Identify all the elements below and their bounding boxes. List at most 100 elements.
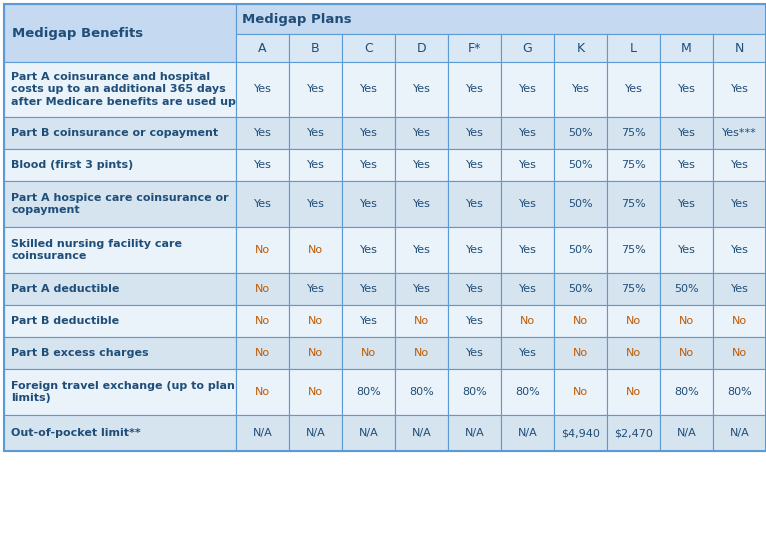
Text: No: No [573,348,588,358]
Bar [395,369,448,415]
Text: Yes: Yes [519,348,536,358]
Bar [713,415,766,451]
Bar [289,305,342,337]
Text: 80%: 80% [462,387,487,397]
Text: Yes: Yes [413,128,430,138]
Bar [713,62,766,117]
Bar [713,181,766,227]
Text: No: No [732,316,747,326]
Text: Yes: Yes [466,284,483,294]
Text: Medigap Plans: Medigap Plans [242,13,352,26]
Bar [236,149,289,181]
Bar [713,227,766,273]
Text: Yes: Yes [254,160,271,170]
Bar [554,227,607,273]
Text: Yes: Yes [413,199,430,209]
Text: Yes: Yes [413,284,430,294]
Text: No: No [255,316,270,326]
Bar [713,149,766,181]
Text: Yes: Yes [519,245,536,255]
Bar [660,117,713,149]
Bar [448,117,501,149]
Bar [660,415,713,451]
Text: Yes: Yes [359,284,378,294]
Bar [236,337,289,369]
Text: No: No [626,387,641,397]
Text: M: M [681,41,692,54]
Bar [4,149,236,181]
Text: 80%: 80% [515,387,540,397]
Text: Part B excess charges: Part B excess charges [11,348,149,358]
Bar [607,305,660,337]
Text: 80%: 80% [727,387,752,397]
Text: Yes: Yes [519,284,536,294]
Bar [448,305,501,337]
Bar [342,415,395,451]
Text: No: No [414,316,429,326]
Text: Yes: Yes [306,284,325,294]
Bar [342,34,395,62]
Bar [289,273,342,305]
Text: 75%: 75% [621,160,646,170]
Bar [289,337,342,369]
Text: A: A [258,41,267,54]
Bar [501,369,554,415]
Text: Yes: Yes [466,316,483,326]
Bar [607,337,660,369]
Text: D: D [417,41,427,54]
Text: Part A hospice care coinsurance or
copayment: Part A hospice care coinsurance or copay… [11,193,228,215]
Bar [501,273,554,305]
Text: No: No [414,348,429,358]
Bar [342,305,395,337]
Bar [236,117,289,149]
Bar [607,117,660,149]
Text: 80%: 80% [674,387,699,397]
Bar [342,181,395,227]
Text: 50%: 50% [568,160,593,170]
Bar [236,227,289,273]
Bar [501,34,554,62]
Bar [713,369,766,415]
Text: Yes: Yes [519,84,536,95]
Text: Part A coinsurance and hospital
costs up to an additional 365 days
after Medicar: Part A coinsurance and hospital costs up… [11,72,236,107]
Bar [607,369,660,415]
Text: No: No [626,316,641,326]
Bar [289,181,342,227]
Text: N/A: N/A [306,428,326,438]
Bar [501,181,554,227]
Bar [554,305,607,337]
Bar [342,369,395,415]
Bar [554,34,607,62]
Text: 50%: 50% [674,284,699,294]
Bar [554,117,607,149]
Text: 80%: 80% [356,387,381,397]
Bar [501,62,554,117]
Text: N/A: N/A [358,428,378,438]
Text: 75%: 75% [621,128,646,138]
Text: Skilled nursing facility care
coinsurance: Skilled nursing facility care coinsuranc… [11,239,182,261]
Text: Yes: Yes [306,160,325,170]
Text: F*: F* [468,41,481,54]
Text: No: No [679,348,694,358]
Bar [395,415,448,451]
Text: N: N [735,41,745,54]
Text: No: No [308,348,323,358]
Bar [4,305,236,337]
Text: Yes: Yes [466,245,483,255]
Text: Part A deductible: Part A deductible [11,284,119,294]
Text: Yes: Yes [254,84,271,95]
Text: Yes: Yes [359,160,378,170]
Bar [342,149,395,181]
Bar [501,415,554,451]
Text: 50%: 50% [568,199,593,209]
Bar [289,117,342,149]
Text: Yes: Yes [571,84,590,95]
Bar [660,181,713,227]
Bar [713,273,766,305]
Bar [342,337,395,369]
Bar [448,337,501,369]
Bar [342,117,395,149]
Bar [554,273,607,305]
Bar [713,117,766,149]
Bar [554,149,607,181]
